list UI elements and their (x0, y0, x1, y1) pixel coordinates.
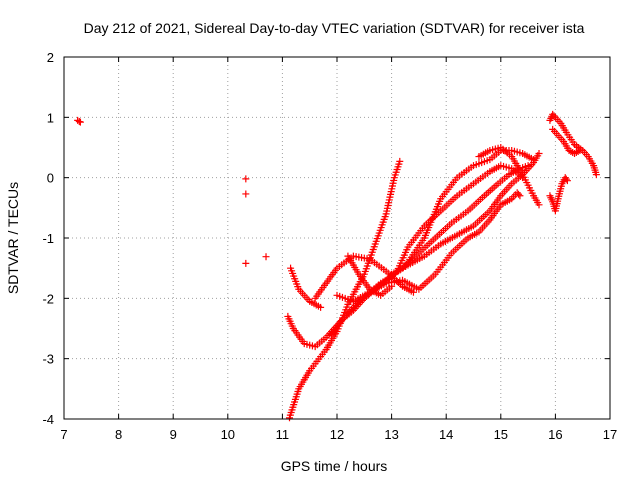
data-point (76, 118, 84, 126)
x-tick-label: 12 (330, 427, 344, 442)
y-tick-label: -3 (42, 352, 54, 367)
data-point-track-n (563, 177, 571, 185)
y-tick-label: 1 (47, 110, 54, 125)
y-tick-label: -4 (42, 412, 54, 427)
data-point (242, 259, 250, 267)
x-tick-label: 7 (60, 427, 67, 442)
data-point-track-i (535, 201, 543, 209)
plot-frame (63, 56, 611, 420)
x-tick-label: 14 (439, 427, 453, 442)
data-point (75, 118, 83, 126)
data-point-track-f (516, 192, 524, 200)
data-point-track-f (515, 190, 523, 198)
data-point (262, 253, 270, 261)
data-point-track-c (317, 303, 325, 311)
y-axis-label: SDTVAR / TECUs (5, 182, 21, 294)
x-tick-label: 16 (548, 427, 562, 442)
data-point-track-m (576, 147, 584, 155)
x-tick-label: 9 (170, 427, 177, 442)
x-tick-label: 13 (384, 427, 398, 442)
y-tick-label: -1 (42, 231, 54, 246)
data-point-track-j (409, 288, 417, 296)
x-tick-label: 15 (494, 427, 508, 442)
x-axis-label: GPS time / hours (281, 458, 388, 474)
x-tick-label: 11 (276, 427, 290, 442)
data-point-track-n (562, 175, 570, 183)
y-tick-label: 0 (47, 171, 54, 186)
data-point (242, 190, 250, 198)
data-points (74, 110, 600, 422)
data-point-track-a (396, 157, 404, 165)
y-tick-label: 2 (47, 50, 54, 65)
data-point-track-l (550, 112, 558, 120)
grid (64, 57, 610, 419)
x-tick-label: 8 (115, 427, 122, 442)
x-tick-label: 10 (221, 427, 235, 442)
chart-title: Day 212 of 2021, Sidereal Day-to-day VTE… (84, 20, 585, 36)
data-point-track-k (388, 282, 396, 290)
data-point-track-h (530, 156, 538, 164)
data-point-track-e (535, 150, 543, 158)
y-tick-label: -2 (42, 291, 54, 306)
data-point-track-l (592, 171, 600, 179)
data-point (242, 175, 250, 183)
x-tick-label: 17 (603, 427, 617, 442)
